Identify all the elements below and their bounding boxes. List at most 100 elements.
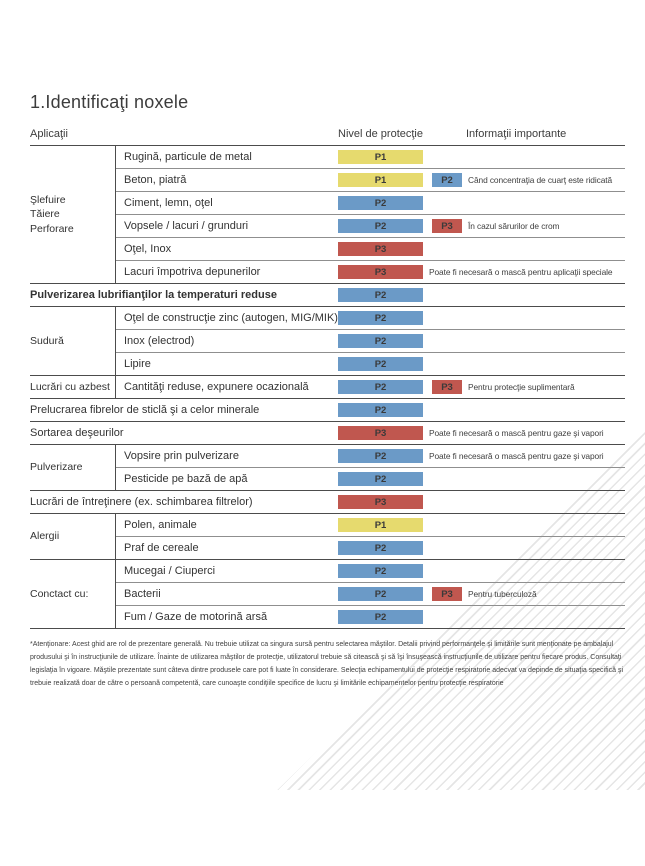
row-note: Când concentraţia de cuarţ este ridicată: [468, 175, 613, 185]
row-note: Poate fi necesară o mască pentru gaze şi…: [429, 451, 604, 461]
table-section: Sortarea deşeurilor P3 Poate fi necesară o…: [30, 422, 625, 445]
protection-badge-p2: P2: [338, 311, 423, 325]
protection-badge-p2: P2: [432, 173, 462, 187]
row-label: Lipire: [124, 358, 151, 370]
section-rows: Polen, animale P1 Praf de cereale P2: [115, 514, 625, 559]
row-label: Vopsire prin pulverizare: [124, 450, 239, 462]
category-label: Conctact cu:: [30, 560, 115, 628]
row-label: Praf de cereale: [124, 542, 199, 554]
table-row: Oţel de construcţie zinc (autogen, MIG/M…: [116, 307, 625, 329]
row-label: Vopsele / lacuri / grunduri: [124, 220, 249, 232]
table-section: Lucrări cu azbest Cantităţi reduse, expun…: [30, 376, 625, 399]
document-page: 1.Identificaţi noxele Aplicaţii Nivel de…: [0, 92, 645, 690]
table-row: Beton, piatră P1 P2 Când concentraţia de cu…: [116, 168, 625, 191]
category-label: Sudură: [30, 307, 115, 375]
table-section: Alergii Polen, animale P1 Praf de cereale P2: [30, 514, 625, 560]
section-rows: Lucrări de întreţinere (ex. schimbarea f…: [30, 491, 625, 513]
table-row: Lacuri împotriva depunerilor P3 Poate fi n…: [116, 260, 625, 283]
category-label: Şlefuire Tăiere Perforare: [30, 146, 115, 283]
table-row: Fum / Gaze de motorină arsă P2: [116, 605, 625, 628]
table-row: Pulverizarea lubrifianţilor la temperatu…: [30, 284, 625, 306]
table-row: Ciment, lemn, oţel P2: [116, 191, 625, 214]
protection-badge-p2: P2: [338, 219, 423, 233]
row-label: Cantităţi reduse, expunere ocazională: [124, 381, 309, 393]
protection-badge-p1: P1: [338, 173, 423, 187]
table-row: Lucrări de întreţinere (ex. schimbarea f…: [30, 491, 625, 513]
row-label: Pulverizarea lubrifianţilor la temperatu…: [30, 289, 277, 301]
row-note: Poate fi necesară o mască pentru aplicaţ…: [429, 267, 613, 277]
table-row: Bacterii P2 P3 Pentru tuberculoză: [116, 582, 625, 605]
row-note: În cazul sărurilor de crom: [468, 221, 560, 231]
table-section: Sudură Oţel de construcţie zinc (autogen,…: [30, 307, 625, 376]
table-section: Pulverizarea lubrifianţilor la temperatu…: [30, 284, 625, 307]
row-label: Prelucrarea fibrelor de sticlă şi a celo…: [30, 404, 260, 416]
section-rows: Rugină, particule de metal P1 Beton, piatr…: [115, 146, 625, 283]
row-label: Polen, animale: [124, 519, 197, 531]
page-title: 1.Identificaţi noxele: [30, 92, 189, 112]
protection-badge-p3: P3: [338, 495, 423, 509]
protection-badge-p2: P2: [338, 449, 423, 463]
column-header-applications: Aplicaţii: [30, 128, 68, 140]
protection-badge-p1: P1: [338, 150, 423, 164]
category-line: Şlefuire: [30, 194, 66, 207]
section-rows: Cantităţi reduse, expunere ocazională P2 P…: [115, 376, 625, 398]
protection-badge-p2: P2: [338, 334, 423, 348]
section-rows: Vopsire prin pulverizare P2 Poate fi neces…: [115, 445, 625, 490]
category-label: Lucrări cu azbest: [30, 376, 115, 398]
category-line: Tăiere: [30, 208, 60, 221]
row-label: Oţel, Inox: [124, 243, 172, 255]
protection-badge-p2: P2: [338, 472, 423, 486]
protection-badge-p1: P1: [338, 518, 423, 532]
table-row: Lipire P2: [116, 352, 625, 375]
table-header: Aplicaţii Nivel de protecţie Informaţii …: [30, 128, 625, 146]
protection-badge-p3: P3: [338, 265, 423, 279]
table-section: Pulverizare Vopsire prin pulverizare P2 Poa…: [30, 445, 625, 491]
section-rows: Mucegai / Ciuperci P2 Bacterii P2 P3 Pentru t…: [115, 560, 625, 628]
row-label: Mucegai / Ciuperci: [124, 565, 216, 577]
row-label: Lacuri împotriva depunerilor: [124, 266, 261, 278]
table-row: Oţel, Inox P3: [116, 237, 625, 260]
protection-badge-p3: P3: [432, 587, 462, 601]
protection-badge-p2: P2: [338, 288, 423, 302]
protection-badge-p2: P2: [338, 564, 423, 578]
table-row: Praf de cereale P2: [116, 536, 625, 559]
row-label: Inox (electrod): [124, 335, 195, 347]
category-line: Lucrări cu azbest: [30, 380, 110, 393]
category-label: Alergii: [30, 514, 115, 559]
protection-badge-p2: P2: [338, 610, 423, 624]
table-row: Vopsire prin pulverizare P2 Poate fi neces…: [116, 445, 625, 467]
table-body: Şlefuire Tăiere Perforare Rugină, particule…: [30, 146, 625, 629]
table-row: Rugină, particule de metal P1: [116, 146, 625, 168]
table-row: Cantităţi reduse, expunere ocazională P2 P…: [116, 376, 625, 398]
table-section: Prelucrarea fibrelor de sticlă şi a celo…: [30, 399, 625, 422]
column-header-important-info: Informaţii importante: [466, 128, 567, 140]
category-line: Conctact cu:: [30, 587, 89, 600]
table-row: Vopsele / lacuri / grunduri P2 P3 În cazul …: [116, 214, 625, 237]
table-row: Pesticide pe bază de apă P2: [116, 467, 625, 490]
category-line: Pulverizare: [30, 461, 83, 474]
footnote: *Atenţionare: Acest ghid are rol de prez…: [30, 641, 624, 687]
protection-badge-p3: P3: [432, 219, 462, 233]
protection-badge-p3: P3: [432, 380, 462, 394]
category-line: Perforare: [30, 222, 74, 235]
protection-badge-p2: P2: [338, 541, 423, 555]
row-note: Pentru tuberculoză: [468, 589, 537, 599]
row-label: Sortarea deşeurilor: [30, 427, 124, 439]
section-rows: Prelucrarea fibrelor de sticlă şi a celo…: [30, 399, 625, 421]
row-label: Ciment, lemn, oţel: [124, 197, 213, 209]
row-note: Pentru protecţie suplimentară: [468, 382, 575, 392]
section-rows: Pulverizarea lubrifianţilor la temperatu…: [30, 284, 625, 306]
table-section: Conctact cu: Mucegai / Ciuperci P2 Bacterii…: [30, 560, 625, 629]
table-row: Inox (electrod) P2: [116, 329, 625, 352]
protection-badge-p3: P3: [338, 242, 423, 256]
row-label: Bacterii: [124, 588, 161, 600]
category-line: Alergii: [30, 530, 60, 543]
row-label: Fum / Gaze de motorină arsă: [124, 611, 268, 623]
row-label: Lucrări de întreţinere (ex. schimbarea f…: [30, 496, 253, 508]
row-label: Pesticide pe bază de apă: [124, 473, 248, 485]
protection-badge-p3: P3: [338, 426, 423, 440]
protection-badge-p2: P2: [338, 196, 423, 210]
table-row: Polen, animale P1: [116, 514, 625, 536]
protection-badge-p2: P2: [338, 587, 423, 601]
table-row: Mucegai / Ciuperci P2: [116, 560, 625, 582]
